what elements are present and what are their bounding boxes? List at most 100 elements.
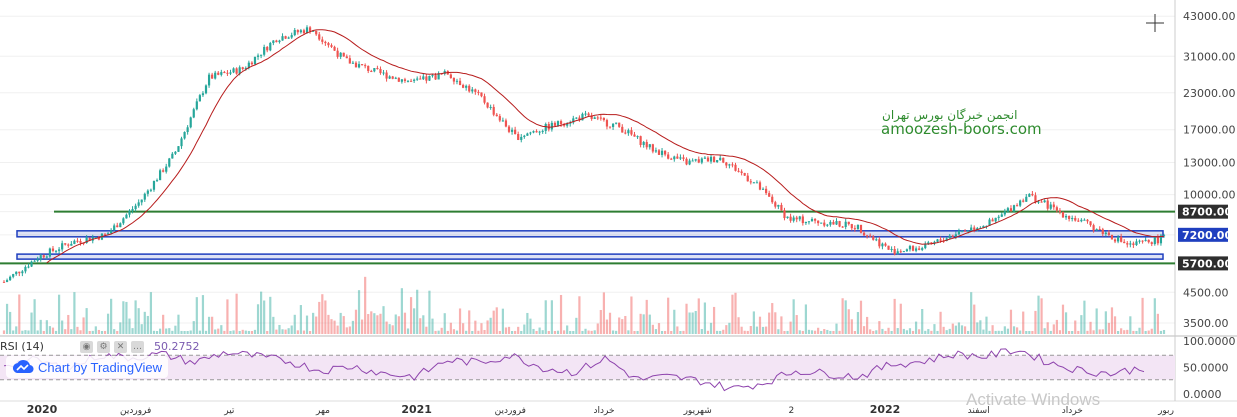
volume-bar xyxy=(232,330,235,334)
volume-bar xyxy=(1034,310,1037,334)
candle-body xyxy=(593,117,596,119)
volume-bar xyxy=(817,327,820,334)
volume-bar xyxy=(64,329,67,334)
volume-bar xyxy=(474,320,477,334)
volume-bar xyxy=(348,326,351,334)
volume-bar xyxy=(804,304,807,334)
candle-body xyxy=(924,243,927,249)
candle-body xyxy=(709,156,713,162)
candle-body xyxy=(400,79,403,82)
volume-bar xyxy=(67,314,70,334)
candle-body xyxy=(162,170,165,172)
candle-body xyxy=(954,234,957,237)
volume-bar xyxy=(1150,328,1153,334)
candle-body xyxy=(149,189,153,191)
volume-bar xyxy=(1009,309,1013,334)
volume-bar xyxy=(434,330,437,334)
candle-body xyxy=(275,40,278,43)
volume-bar xyxy=(688,312,691,334)
volume-bar xyxy=(82,317,85,334)
candle-body xyxy=(348,58,351,64)
volume-bar xyxy=(327,314,330,334)
candle-body xyxy=(538,131,541,133)
activate-windows-watermark: Activate Windows xyxy=(966,390,1101,409)
volume-bar xyxy=(673,309,676,334)
volume-bar xyxy=(278,324,281,334)
candle-body xyxy=(1061,211,1065,218)
time-axis-label: تیر xyxy=(223,406,235,416)
volume-bar xyxy=(660,330,664,334)
settings-icon[interactable]: ⚙ xyxy=(97,341,110,353)
price-axis-label: 4500.00 xyxy=(1183,286,1229,299)
candle-body xyxy=(183,132,186,139)
candle-body xyxy=(155,180,159,182)
volume-bar xyxy=(908,328,912,334)
candle-body xyxy=(921,248,924,250)
volume-bar xyxy=(24,330,27,334)
candle-body xyxy=(970,227,973,231)
volume-bar xyxy=(569,330,572,334)
volume-bar xyxy=(217,328,220,334)
volume-bar xyxy=(324,300,327,334)
candle-body xyxy=(321,39,324,42)
eye-icon[interactable]: ◉ xyxy=(80,341,93,353)
candle-body xyxy=(211,74,214,79)
candle-body xyxy=(615,122,618,124)
volume-bar xyxy=(945,330,948,334)
volume-bar xyxy=(290,325,293,334)
candle-body xyxy=(376,68,379,70)
volume-bar xyxy=(183,330,186,334)
volume-bar xyxy=(477,330,480,334)
candle-body xyxy=(312,30,315,32)
volume-bar xyxy=(605,319,609,334)
volume-bar xyxy=(810,330,814,334)
more-icon[interactable]: … xyxy=(131,341,144,353)
volume-bar xyxy=(914,321,918,334)
candle-body xyxy=(220,72,223,75)
volume-bar xyxy=(979,320,982,334)
volume-bar xyxy=(223,330,226,334)
volume-bar xyxy=(1025,330,1028,334)
tradingview-badge[interactable]: Chart by TradingView xyxy=(6,356,169,378)
candle-body xyxy=(1031,193,1034,196)
candle-body xyxy=(409,80,413,82)
volume-bar xyxy=(826,329,829,334)
volume-bar xyxy=(79,330,82,334)
candle-body xyxy=(263,46,266,55)
volume-bar xyxy=(520,330,523,334)
volume-bar xyxy=(106,313,110,334)
volume-bar xyxy=(128,318,131,334)
volume-bar xyxy=(550,300,553,334)
close-icon[interactable]: ✕ xyxy=(114,341,127,353)
candle-body xyxy=(982,225,985,228)
candle-body xyxy=(948,235,951,239)
candle-body xyxy=(504,120,508,127)
candle-body xyxy=(780,204,783,211)
volume-bar xyxy=(942,326,945,334)
volume-bar xyxy=(682,330,685,334)
volume-bar xyxy=(633,330,636,334)
volume-bar xyxy=(618,317,621,334)
candle-body xyxy=(391,76,394,79)
watermark-english: amoozesh-boors.com xyxy=(881,120,1042,138)
candle-body xyxy=(364,65,367,67)
volume-bar xyxy=(1089,321,1092,334)
rsi-axis-label: 100.0000 xyxy=(1183,335,1236,348)
volume-bar xyxy=(119,322,122,334)
time-axis-label: 2021 xyxy=(401,403,432,416)
volume-bar xyxy=(462,323,465,334)
volume-bar xyxy=(207,316,211,334)
candle-body xyxy=(79,241,82,243)
volume-bar xyxy=(590,330,593,334)
volume-bar xyxy=(829,330,832,334)
volume-bar xyxy=(339,312,342,334)
candle-body xyxy=(416,78,419,80)
candle-body xyxy=(293,30,296,36)
volume-bar xyxy=(657,323,661,334)
volume-bar xyxy=(85,308,88,334)
volume-bar xyxy=(198,330,201,334)
volume-bar xyxy=(455,330,459,334)
candle-body xyxy=(1159,235,1163,244)
candle-body xyxy=(486,102,489,108)
